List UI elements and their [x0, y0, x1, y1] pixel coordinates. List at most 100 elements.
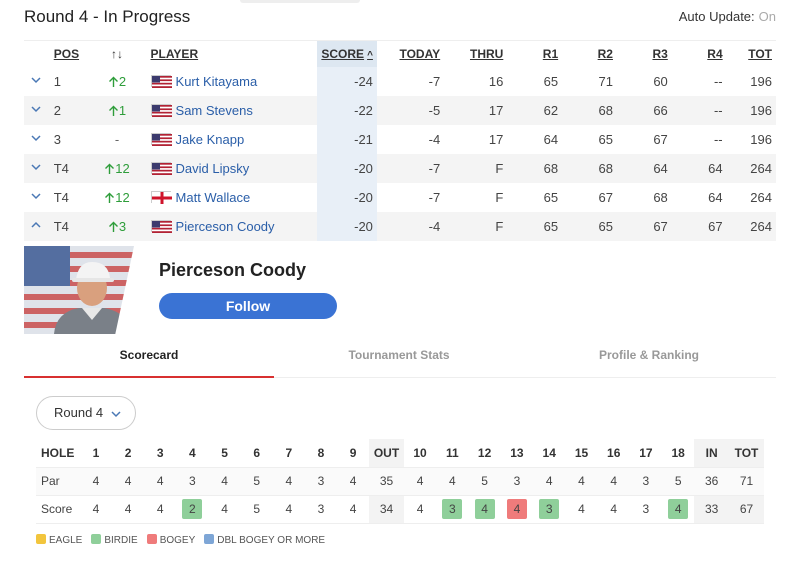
movement-value: 3: [118, 218, 127, 234]
column-header-r1[interactable]: R1: [507, 40, 563, 67]
movement-up: 12: [104, 189, 130, 205]
column-header-movement[interactable]: ↑↓: [89, 40, 145, 67]
round-select-value: Round 4: [54, 405, 104, 420]
chevron-down-icon: [30, 161, 42, 173]
score-value: 3: [629, 495, 662, 524]
scorecard-par-label: Par: [36, 467, 80, 496]
sort-asc-icon: ^: [367, 49, 373, 61]
chevron-down-icon: [110, 408, 122, 420]
hole-number: IN: [694, 439, 729, 468]
par-value: 4: [208, 467, 241, 496]
par-value: 4: [272, 467, 305, 496]
legend-label: EAGLE: [49, 535, 83, 546]
legend-swatch: [91, 534, 102, 544]
score-cell: -22: [317, 95, 377, 125]
movement-cell: 3: [89, 211, 145, 241]
r3-cell: 66: [616, 95, 672, 125]
column-header-r3[interactable]: R3: [616, 40, 672, 67]
today-cell: -5: [376, 95, 445, 125]
thru-cell: F: [444, 211, 508, 241]
movement-cell: -: [90, 125, 145, 154]
movement-cell: 1: [89, 95, 145, 125]
player-name-link[interactable]: Pierceson Coody: [175, 218, 275, 234]
hole-number: 3: [144, 439, 177, 468]
tot-cell: 196: [750, 73, 772, 89]
scorecard-score-row: Score 4 4 4 2 4 5 4 3 4 34 4 3 4 4 3 4 4 3 4 33 67: [36, 495, 764, 524]
movement-cell: 12: [90, 183, 145, 212]
column-header-tot[interactable]: TOT: [726, 40, 776, 67]
hole-number: 4: [176, 439, 209, 468]
legend-item-dbl_bogey: DBL BOGEY OR MORE: [204, 534, 325, 546]
chevron-down-icon: [30, 190, 42, 202]
column-header-r2[interactable]: R2: [562, 40, 617, 67]
r3-cell: 64: [616, 153, 672, 183]
position-cell: 1: [53, 73, 61, 89]
r3-cell: 68: [653, 189, 668, 205]
top-handle: [240, 0, 360, 3]
arrow-up-icon: [104, 161, 115, 176]
today-cell: -7: [428, 189, 441, 205]
movement-value: 12: [115, 189, 130, 205]
position-cell: 3: [53, 131, 61, 147]
column-header-pos[interactable]: POS: [49, 40, 90, 67]
expand-row-toggle[interactable]: [24, 125, 50, 154]
thru-cell: 16: [488, 73, 504, 89]
expand-row-toggle[interactable]: [24, 211, 50, 241]
leaderboard-row[interactable]: 2 1 Sam Stevens -22 -5 17 62 68 66 -- 196: [24, 95, 776, 125]
expand-row-toggle[interactable]: [24, 67, 50, 96]
arrow-up-icon: [108, 219, 119, 234]
auto-update-state: On: [758, 9, 776, 24]
legend-item-birdie: BIRDIE: [91, 534, 138, 546]
r1-cell: 68: [507, 153, 563, 183]
r3-cell: 67: [616, 211, 672, 241]
r1-cell: 65: [507, 211, 563, 241]
profile-player-name: Pierceson Coody: [159, 260, 307, 280]
expand-row-toggle[interactable]: [24, 183, 50, 212]
column-header-today[interactable]: TODAY: [376, 40, 445, 67]
follow-button[interactable]: Follow: [159, 293, 337, 319]
player-name-link[interactable]: Jake Knapp: [175, 131, 245, 147]
player-cell: Kurt Kitayama: [145, 67, 318, 96]
player-name-link[interactable]: Matt Wallace: [175, 189, 251, 205]
player-name-link[interactable]: David Lipsky: [175, 160, 250, 176]
score-value: 4: [79, 495, 113, 524]
movement-cell: 2: [90, 67, 145, 96]
score-value: 4: [144, 495, 177, 524]
column-header-thru[interactable]: THRU: [444, 40, 508, 67]
chevron-up-icon: [30, 219, 42, 231]
r2-cell: 68: [562, 153, 617, 183]
expand-row-toggle[interactable]: [24, 153, 50, 183]
r3-cell: 67: [653, 131, 668, 147]
tab-scorecard[interactable]: Scorecard: [24, 340, 274, 378]
leaderboard-row[interactable]: T4 3 Pierceson Coody -20 -4 F 65 65 67 67 264: [24, 211, 776, 241]
round-select[interactable]: Round 4: [36, 396, 136, 430]
birdie-mark: 2: [182, 499, 203, 519]
hole-number: 18: [662, 439, 695, 468]
player-name-link[interactable]: Kurt Kitayama: [175, 73, 258, 89]
column-header-score[interactable]: SCORE ^: [317, 40, 377, 67]
position-cell: T4: [49, 211, 90, 241]
score-value: 4: [336, 495, 370, 524]
tab-profile-ranking[interactable]: Profile & Ranking: [598, 348, 699, 362]
leaderboard-row[interactable]: 1 2 Kurt Kitayama -24 -7 16 65 71 60 -- 196: [24, 66, 776, 96]
hole-number: 8: [304, 439, 337, 468]
player-cell: Pierceson Coody: [144, 211, 318, 241]
auto-update-toggle[interactable]: Auto Update: On: [679, 9, 776, 24]
player-name-link[interactable]: Sam Stevens: [175, 102, 253, 118]
score-cell: -20: [317, 211, 377, 241]
leaderboard-row[interactable]: T4 12 Matt Wallace -20 -7 F 65 67 68 64 264: [24, 182, 776, 212]
bogey-mark: 4: [506, 499, 527, 519]
tab-tournament-stats[interactable]: Tournament Stats: [348, 348, 450, 362]
par-value: 4: [436, 467, 469, 496]
leaderboard-row[interactable]: 3 - Jake Knapp -21 -4 17 64 65 67 -- 196: [24, 124, 776, 154]
leaderboard-row[interactable]: T4 12 David Lipsky -20 -7 F 68 68 64 64 264: [24, 153, 776, 183]
player-cell: Sam Stevens: [144, 95, 318, 125]
column-header-player[interactable]: PLAYER: [144, 40, 318, 67]
thru-cell: 17: [444, 95, 508, 125]
score-value: 4: [272, 495, 305, 524]
scorecard-hole-row: HOLE 1 2 3 4 5 6 7 8 9 OUT 10 11 12 13 14 15 16 17 18 IN TOT: [36, 439, 764, 468]
movement-up: 2: [108, 74, 126, 89]
expand-row-toggle[interactable]: [24, 95, 50, 125]
column-header-r4[interactable]: R4: [671, 40, 727, 67]
movement-up: 12: [104, 161, 130, 176]
